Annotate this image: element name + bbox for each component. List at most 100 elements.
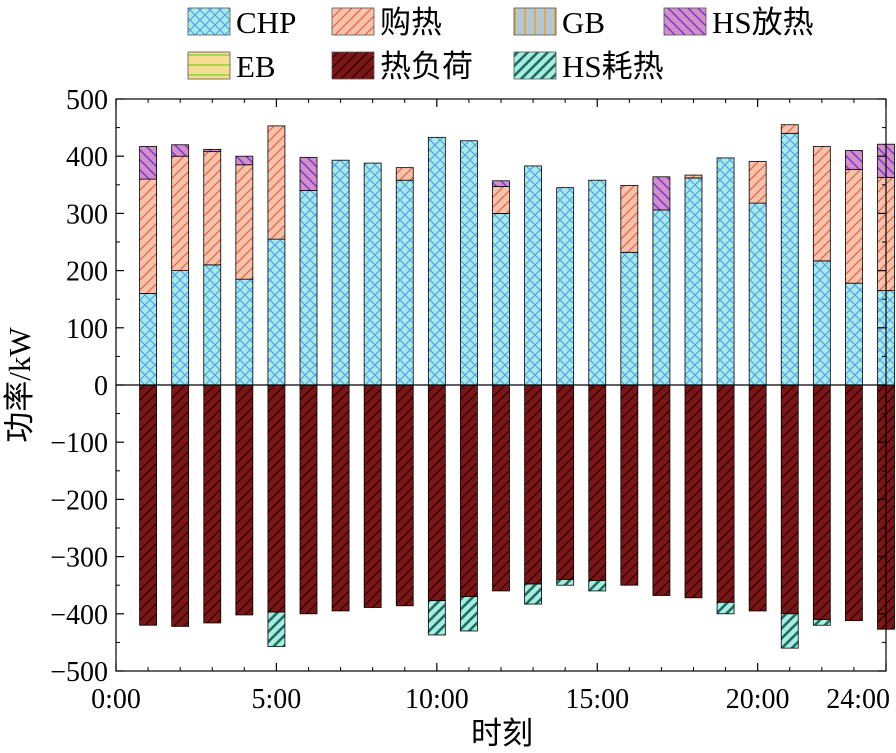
bar-hsin-13	[524, 583, 542, 605]
bar-buy-3	[203, 151, 222, 266]
x-tick-label-5: 5:00	[252, 684, 302, 715]
bar-load-13	[524, 384, 542, 585]
bar-buy-16	[620, 184, 639, 253]
legend-label-load: 热负荷	[380, 49, 473, 84]
bar-chp-20	[748, 202, 767, 386]
bar-chp-12	[492, 212, 510, 386]
x-tick-label-15: 15:00	[565, 684, 629, 715]
bar-load-22	[812, 384, 831, 620]
bar-hsout-3	[203, 148, 222, 153]
bar-chp-15	[588, 179, 607, 386]
bar-load-19	[716, 384, 735, 603]
bar-buy-12	[492, 186, 510, 214]
bar-buy-4	[235, 164, 254, 280]
bar-buy-23	[845, 168, 863, 284]
bar-chp-16	[620, 251, 639, 386]
y-tick-label-400: 400	[66, 142, 108, 173]
bar-load-8	[363, 384, 382, 608]
bar-hsin-15	[588, 580, 607, 592]
bar-load-20	[748, 384, 767, 612]
bar-hsin-14	[556, 579, 575, 586]
bar-chp-18	[684, 177, 703, 386]
bar-load-4	[235, 384, 254, 616]
bar-hsout-4	[235, 155, 254, 166]
bar-buy-5	[267, 125, 286, 240]
bar-chp-22	[812, 260, 831, 386]
bar-chp-2	[171, 270, 190, 386]
bar-hsout-2	[171, 144, 190, 157]
bar-load-11	[460, 384, 478, 598]
bar-load-12	[492, 384, 510, 592]
legend-swatch-eb	[187, 51, 231, 80]
bar-buy-22	[812, 146, 831, 262]
y-tick-label--200: −200	[50, 485, 108, 516]
bar-chp-7	[331, 159, 350, 386]
bar-load-10	[427, 384, 446, 602]
bar-hsout-23	[845, 150, 863, 170]
y-tick-label-200: 200	[66, 257, 108, 288]
bar-chp-3	[203, 264, 222, 386]
bar-buy-20	[748, 160, 767, 204]
bar-load-23	[845, 384, 863, 622]
bar-hsin-10	[427, 600, 446, 636]
bar-chp-21	[780, 132, 799, 386]
legend-swatch-chp	[187, 7, 231, 36]
x-axis-label: 时刻	[471, 716, 533, 751]
legend-label-eb: EB	[236, 49, 276, 84]
legend-label-hsin: HS耗热	[562, 49, 664, 84]
legend-label-hsout: HS放热	[712, 5, 814, 40]
legend-swatch-buy	[331, 7, 375, 36]
legend-swatch-gb	[513, 7, 557, 36]
bar-buy-2	[171, 155, 190, 271]
bar-hsin-22	[812, 619, 831, 626]
legend-label-gb: GB	[562, 5, 605, 40]
bar-hsin-5	[267, 611, 286, 647]
y-axis-label: 功率/kW	[2, 327, 37, 443]
y-tick-label-0: 0	[94, 371, 108, 402]
bar-hsout-12	[492, 180, 510, 187]
y-tick-label-500: 500	[66, 85, 108, 116]
bars-layer	[139, 124, 895, 649]
bar-load-16	[620, 384, 639, 586]
bar-hsin-19	[716, 601, 735, 615]
bar-chp-4	[235, 278, 254, 386]
bar-chp-19	[716, 157, 735, 386]
bar-hsin-11	[460, 596, 478, 632]
bar-chp-14	[556, 187, 575, 386]
bar-load-5	[267, 384, 286, 613]
bar-load-14	[556, 384, 575, 580]
bar-chp-8	[363, 162, 382, 386]
bar-buy-1	[139, 178, 157, 294]
legend-swatch-hsin	[513, 51, 557, 80]
bar-buy-21	[780, 124, 799, 134]
bar-load-2	[171, 384, 190, 627]
y-tick-label-300: 300	[66, 199, 108, 230]
bar-load-9	[395, 384, 414, 607]
bar-chp-6	[299, 190, 318, 386]
bar-load-18	[684, 384, 703, 599]
x-tick-label-20: 20:00	[726, 684, 790, 715]
bar-load-6	[299, 384, 318, 615]
legend: CHP 购热 GB HS放热 EB 热负荷 HS耗热	[187, 5, 814, 84]
bar-buy-9	[395, 167, 414, 181]
x-tick-label-0: 0:00	[91, 684, 141, 715]
bar-hsin-21	[780, 613, 799, 649]
bar-buy-18	[684, 174, 703, 179]
bar-load-3	[203, 384, 222, 624]
bar-chp-23	[845, 282, 863, 386]
y-tick-label--400: −400	[50, 600, 108, 631]
bar-chp-9	[395, 179, 414, 386]
bar-load-7	[331, 384, 350, 612]
x-tick-label-10: 10:00	[405, 684, 469, 715]
legend-swatch-load	[331, 51, 375, 80]
bar-hsout-17	[652, 176, 671, 211]
bar-chp-1	[139, 293, 157, 386]
legend-label-buy: 购热	[380, 5, 442, 40]
bar-chp-17	[652, 209, 671, 386]
bar-hsout-6	[299, 156, 318, 191]
bar-chp-10	[427, 136, 446, 386]
bar-load-15	[588, 384, 607, 582]
bar-chp-11	[460, 140, 478, 386]
y-tick-label--300: −300	[50, 543, 108, 574]
